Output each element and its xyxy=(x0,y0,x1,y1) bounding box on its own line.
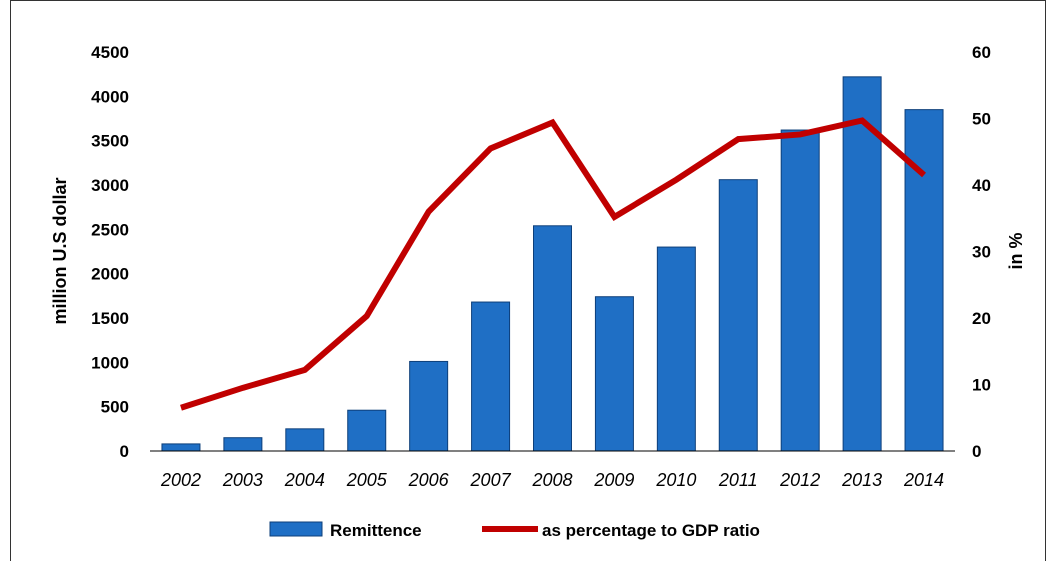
y-tick-label: 1500 xyxy=(91,309,129,328)
legend-label-gdp-ratio: as percentage to GDP ratio xyxy=(542,521,760,540)
y-tick-label: 4500 xyxy=(91,43,129,62)
y-tick-label: 1000 xyxy=(91,353,129,372)
y2-tick-label: 0 xyxy=(972,442,981,461)
x-tick-label: 2013 xyxy=(841,470,882,490)
bar-2009 xyxy=(594,296,634,452)
x-tick-label: 2014 xyxy=(903,470,944,490)
bar-2002 xyxy=(161,443,201,452)
gdp-ratio-line xyxy=(180,117,927,411)
x-tick-label: 2005 xyxy=(346,470,388,490)
y2-tick-label: 60 xyxy=(972,43,991,62)
x-tick-label: 2008 xyxy=(531,470,572,490)
x-axis-ticks: 2002 2003 2004 2005 2006 2007 2008 2009 2010 2011… xyxy=(160,470,944,490)
left-axis-ticks: 0 500 1000 1500 2000 2500 3000 3500 4000 4500 xyxy=(91,43,129,461)
y2-tick-label: 10 xyxy=(972,376,991,395)
y2-tick-label: 30 xyxy=(972,243,991,262)
y-tick-label: 3000 xyxy=(91,176,129,195)
y2-tick-label: 40 xyxy=(972,176,991,195)
bar-2007 xyxy=(471,301,511,452)
x-tick-label: 2007 xyxy=(470,470,512,490)
x-tick-label: 2003 xyxy=(222,470,263,490)
x-tick-label: 2012 xyxy=(779,470,820,490)
x-tick-label: 2002 xyxy=(160,470,201,490)
y2-tick-label: 50 xyxy=(972,110,991,129)
y-tick-label: 4000 xyxy=(91,87,129,106)
legend-label-remittence: Remittence xyxy=(330,521,422,540)
legend-swatch-remittence xyxy=(269,521,323,537)
bar-2011 xyxy=(718,179,758,452)
right-axis-ticks: 0 10 20 30 40 50 60 xyxy=(972,43,991,461)
bar-2006 xyxy=(409,360,449,452)
remittence-bars xyxy=(161,76,944,452)
x-tick-label: 2011 xyxy=(718,470,758,490)
x-tick-label: 2010 xyxy=(655,470,696,490)
y2-tick-label: 20 xyxy=(972,309,991,328)
y-tick-label: 3500 xyxy=(91,132,129,151)
y-tick-label: 2500 xyxy=(91,220,129,239)
x-tick-label: 2009 xyxy=(593,470,634,490)
chart-frame xyxy=(10,0,1046,561)
legend: Remittence as percentage to GDP ratio xyxy=(269,521,760,540)
bar-2012 xyxy=(780,129,820,452)
y2-axis-label: in % xyxy=(1006,232,1026,269)
bar-2004 xyxy=(285,428,325,452)
y-axis-label: million U.S dollar xyxy=(50,177,70,324)
y-tick-label: 2000 xyxy=(91,265,129,284)
y-tick-label: 500 xyxy=(101,398,129,417)
y-tick-label: 0 xyxy=(120,442,129,461)
bar-2010 xyxy=(656,246,696,452)
bar-2003 xyxy=(223,437,263,452)
bar-2005 xyxy=(347,409,387,452)
x-tick-label: 2006 xyxy=(408,470,450,490)
x-tick-label: 2004 xyxy=(284,470,325,490)
bar-2008 xyxy=(533,225,572,452)
